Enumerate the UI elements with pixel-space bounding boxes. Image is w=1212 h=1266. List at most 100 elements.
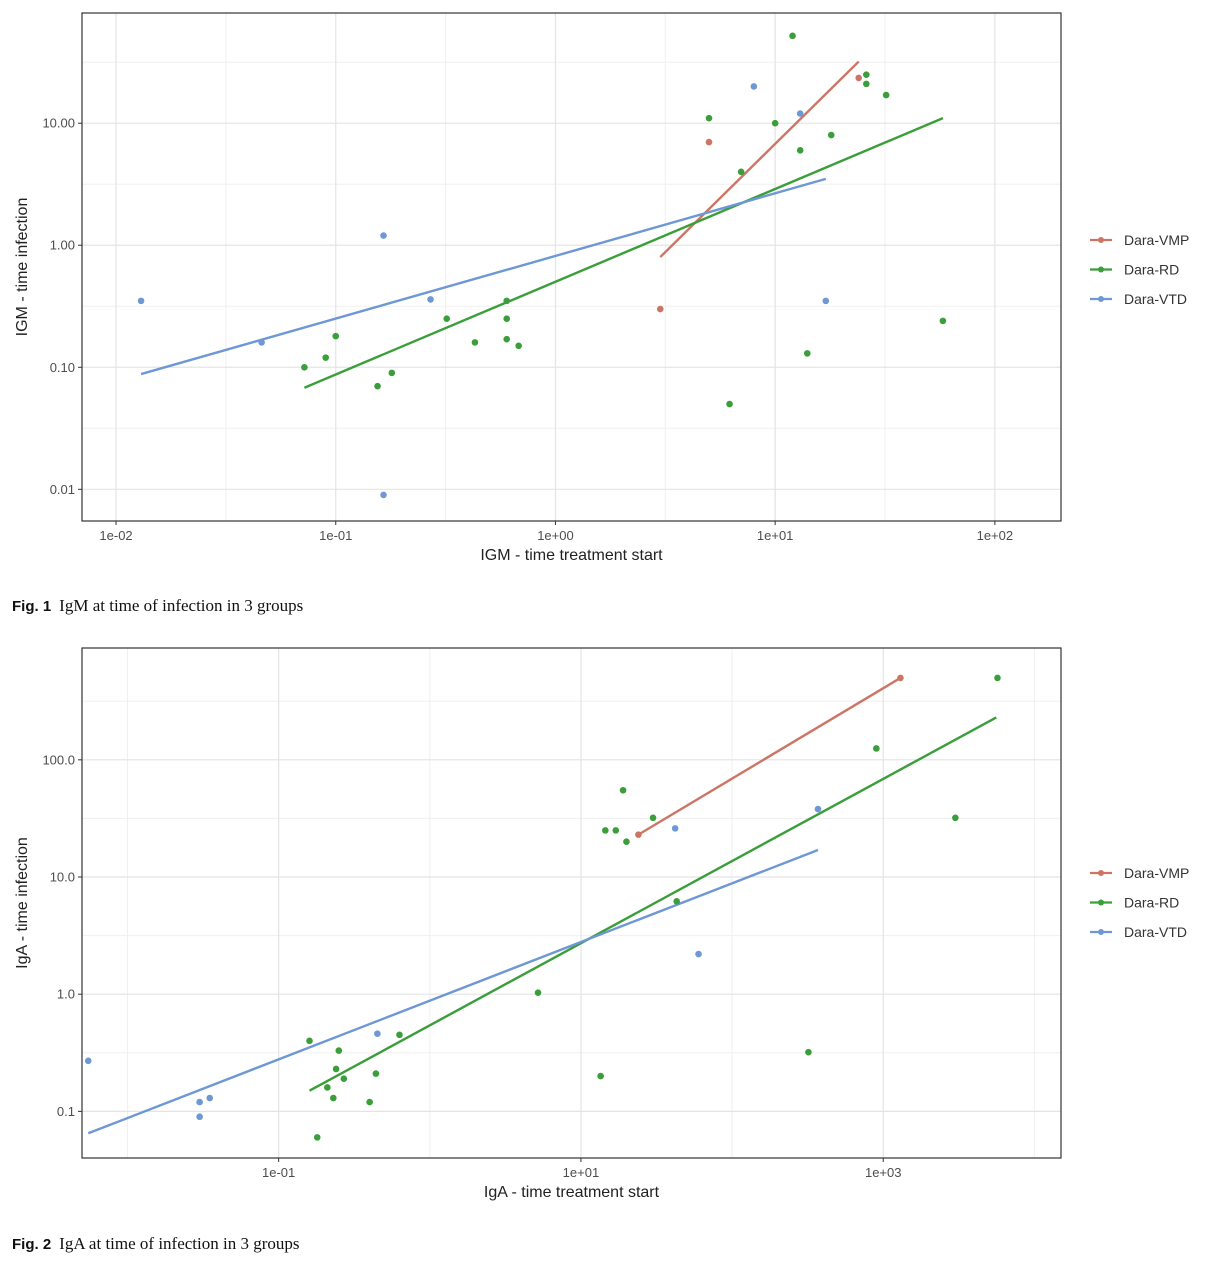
y-tick-label: 1.0: [57, 987, 75, 1002]
series-dara-rd: [303, 117, 944, 389]
data-point-dara-rd: [306, 1037, 313, 1045]
legend-label: Dara-RD: [1124, 895, 1179, 911]
chart-igm: 1e-02 1e-01 1e+00 1e+01 1e+02 0.01 0.10 1.00 10.…: [14, 12, 1189, 564]
data-point-dara-vtd: [671, 825, 679, 832]
data-point-dara-vtd: [206, 1094, 214, 1102]
legend-label: Dara-VMP: [1124, 232, 1189, 248]
data-point-dara-rd: [994, 674, 1001, 682]
x-tick-label: 1e-01: [262, 1165, 295, 1180]
legend-key-point: [1098, 237, 1104, 243]
data-point-dara-rd: [612, 827, 620, 834]
plot-panel-border: [81, 647, 1062, 1159]
data-point-dara-vtd: [196, 1098, 203, 1106]
x-tick-label: 1e+00: [537, 528, 574, 543]
data-point-dara-rd: [649, 814, 657, 822]
data-point-dara-rd: [534, 989, 542, 996]
figure-1: 1e-02 1e-01 1e+00 1e+01 1e+02 0.01 0.10 1.00 10.…: [0, 0, 1212, 625]
series-dara-rd: [308, 716, 997, 1092]
points-dara-rd: [306, 674, 1001, 1141]
data-point-dara-rd: [789, 32, 796, 40]
fit-line-dara-vmp: [637, 676, 902, 836]
legend-key-point: [1098, 870, 1104, 876]
data-point-dara-vtd: [695, 950, 702, 958]
data-point-dara-rd: [597, 1072, 604, 1080]
legend-item-dara-vtd: Dara-VTD: [1090, 924, 1187, 940]
data-point-dara-rd: [471, 339, 479, 346]
y-axis: 0.01 0.10 1.00 10.00: [42, 116, 82, 497]
data-point-dara-rd: [939, 317, 947, 325]
fit-line-dara-vtd: [87, 848, 819, 1135]
data-point-dara-vtd: [380, 232, 387, 239]
data-point-dara-rd: [827, 131, 835, 139]
y-tick-label: 0.01: [50, 482, 75, 497]
legend-item-dara-vmp: Dara-VMP: [1090, 865, 1189, 881]
legend-label: Dara-RD: [1124, 262, 1179, 278]
figure-2-caption-text: IgA at time of infection in 3 groups: [59, 1234, 300, 1253]
points-dara-vtd: [84, 805, 822, 1121]
y-tick-label: 1.00: [50, 238, 75, 253]
data-point-dara-vtd: [374, 1030, 381, 1038]
data-point-dara-vtd: [196, 1113, 203, 1121]
data-point-dara-rd: [805, 1048, 812, 1056]
y-axis-title: IGM - time infection: [14, 198, 31, 337]
series-dara-vtd: [87, 848, 819, 1135]
data-point-dara-rd: [503, 315, 511, 323]
chart-iga: 1e-01 1e+01 1e+03 0.1 1.0 10.0 100.0 IgA - time…: [14, 647, 1189, 1201]
x-axis-title: IgA - time treatment start: [484, 1184, 660, 1201]
data-point-dara-rd: [332, 332, 340, 340]
points-dara-vtd: [137, 83, 830, 499]
gridlines: [82, 648, 1061, 1158]
x-axis-title: IGM - time treatment start: [480, 547, 663, 564]
legend-label: Dara-VTD: [1124, 924, 1187, 940]
figure-1-caption: Fig. 1 IgM at time of infection in 3 grou…: [12, 596, 303, 616]
data-point-dara-vtd: [380, 491, 387, 499]
data-point-dara-vtd: [258, 339, 265, 346]
data-point-dara-rd: [602, 827, 609, 834]
data-point-dara-rd: [322, 354, 329, 361]
x-axis: 1e-01 1e+01 1e+03: [262, 1158, 901, 1180]
data-point-dara-vtd: [814, 805, 822, 813]
points-dara-vmp: [635, 674, 904, 838]
data-point-dara-rd: [771, 119, 779, 127]
data-point-dara-vtd: [84, 1057, 92, 1065]
y-tick-label: 10.0: [50, 870, 75, 885]
points-dara-rd: [301, 32, 947, 408]
y-axis-title: IgA - time infection: [14, 837, 31, 969]
data-point-dara-rd: [863, 71, 870, 78]
x-tick-label: 1e-02: [99, 528, 132, 543]
x-axis: 1e-02 1e-01 1e+00 1e+01 1e+02: [99, 521, 1013, 543]
x-tick-label: 1e+01: [563, 1165, 600, 1180]
data-point-dara-rd: [503, 335, 511, 343]
data-point-dara-rd: [737, 168, 745, 176]
data-point-dara-rd: [301, 363, 308, 371]
y-tick-label: 0.1: [57, 1104, 75, 1119]
data-point-dara-rd: [952, 814, 959, 822]
data-point-dara-vmp: [656, 305, 664, 313]
data-point-dara-rd: [335, 1047, 343, 1054]
plot-panel-border: [81, 12, 1062, 522]
legend-label: Dara-VTD: [1124, 291, 1187, 307]
data-point-dara-rd: [619, 786, 627, 794]
legend: Dara-VMP Dara-RD Dara-VTD: [1090, 865, 1189, 940]
plot-panel-background: [82, 648, 1061, 1158]
data-point-dara-vtd: [137, 297, 145, 305]
data-point-dara-rd: [726, 400, 733, 408]
data-point-dara-vmp: [635, 831, 642, 838]
points-dara-vmp: [656, 74, 862, 313]
data-point-dara-rd: [372, 1070, 380, 1077]
figure-1-label: Fig. 1: [12, 598, 52, 615]
data-point-dara-vmp: [705, 138, 713, 146]
legend-item-dara-rd: Dara-RD: [1090, 262, 1179, 278]
data-point-dara-rd: [803, 350, 811, 357]
plot-panel-background: [82, 13, 1061, 521]
legend-key-point: [1098, 296, 1104, 302]
data-point-dara-rd: [313, 1134, 321, 1141]
legend-label: Dara-VMP: [1124, 865, 1189, 881]
data-point-dara-rd: [882, 91, 890, 99]
figure-2: 1e-01 1e+01 1e+03 0.1 1.0 10.0 100.0 IgA - time…: [0, 635, 1212, 1260]
data-point-dara-vtd: [822, 297, 830, 305]
gridlines: [82, 13, 1061, 521]
series-dara-vtd: [140, 177, 827, 376]
y-tick-label: 0.10: [50, 360, 75, 375]
legend-key-point: [1098, 899, 1104, 906]
